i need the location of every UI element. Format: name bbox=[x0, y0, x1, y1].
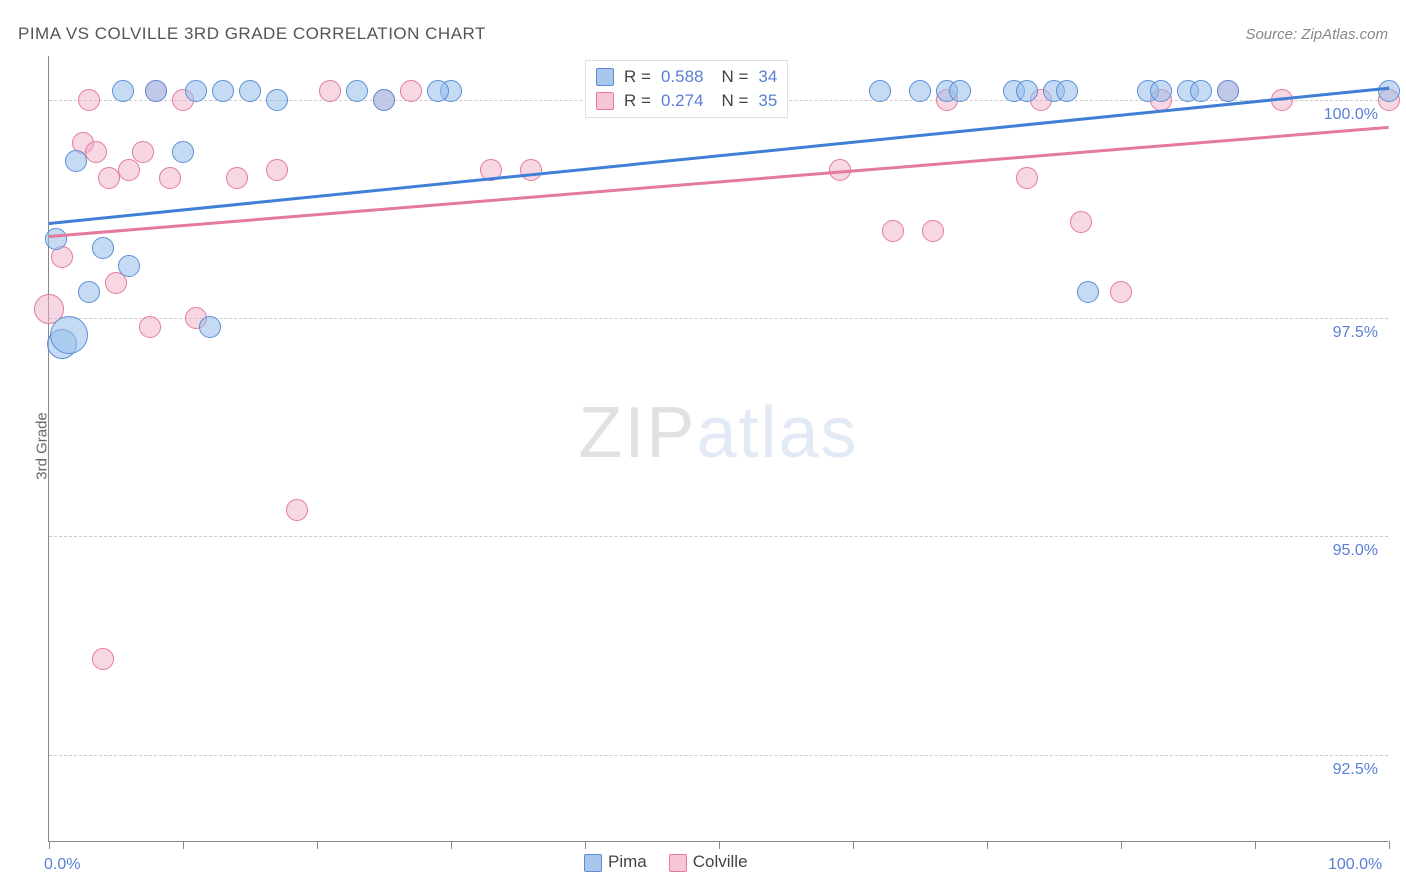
data-point-pima bbox=[1150, 80, 1172, 102]
x-tick-mark bbox=[853, 841, 854, 849]
data-point-pima bbox=[45, 228, 67, 250]
data-point-pima bbox=[1077, 281, 1099, 303]
chart-plot-area: ZIPatlas 92.5% 95.0% 97.5% 100.0% R = 0.588 N … bbox=[48, 56, 1388, 842]
gridline bbox=[49, 755, 1388, 756]
chart-header: PIMA VS COLVILLE 3RD GRADE CORRELATION C… bbox=[18, 24, 1388, 44]
data-point-colville bbox=[1070, 211, 1092, 233]
data-point-pima bbox=[65, 150, 87, 172]
data-point-colville bbox=[319, 80, 341, 102]
data-point-pima bbox=[212, 80, 234, 102]
data-point-colville bbox=[226, 167, 248, 189]
data-point-pima bbox=[50, 316, 88, 354]
legend-item: Colville bbox=[669, 852, 748, 872]
y-tick-label: 100.0% bbox=[1324, 106, 1378, 124]
gridline bbox=[49, 536, 1388, 537]
legend-swatch bbox=[596, 68, 614, 86]
data-point-colville bbox=[159, 167, 181, 189]
watermark: ZIPatlas bbox=[578, 392, 858, 474]
n-label: N = bbox=[721, 67, 748, 87]
data-point-colville bbox=[520, 159, 542, 181]
watermark-zip: ZIP bbox=[578, 393, 696, 473]
data-point-colville bbox=[400, 80, 422, 102]
x-tick-mark bbox=[183, 841, 184, 849]
data-point-colville bbox=[85, 141, 107, 163]
data-point-pima bbox=[112, 80, 134, 102]
data-point-pima bbox=[373, 89, 395, 111]
x-tick-mark bbox=[1121, 841, 1122, 849]
legend-item: Pima bbox=[584, 852, 647, 872]
data-point-pima bbox=[199, 316, 221, 338]
data-point-colville bbox=[92, 648, 114, 670]
watermark-atlas: atlas bbox=[696, 393, 858, 473]
chart-source: Source: ZipAtlas.com bbox=[1245, 26, 1388, 43]
data-point-pima bbox=[118, 255, 140, 277]
data-point-pima bbox=[78, 281, 100, 303]
r-label: R = bbox=[624, 67, 651, 87]
data-point-pima bbox=[1190, 80, 1212, 102]
legend-swatch-icon bbox=[584, 854, 602, 872]
x-tick-mark bbox=[49, 841, 50, 849]
data-point-pima bbox=[1217, 80, 1239, 102]
x-tick-mark bbox=[1255, 841, 1256, 849]
x-tick-label: 0.0% bbox=[44, 856, 80, 874]
data-point-colville bbox=[1016, 167, 1038, 189]
n-value: 34 bbox=[758, 67, 777, 87]
data-point-pima bbox=[266, 89, 288, 111]
data-point-colville bbox=[1110, 281, 1132, 303]
data-point-colville bbox=[98, 167, 120, 189]
x-tick-mark bbox=[451, 841, 452, 849]
data-point-pima bbox=[145, 80, 167, 102]
x-tick-mark bbox=[1389, 841, 1390, 849]
y-tick-label: 95.0% bbox=[1333, 542, 1378, 560]
gridline bbox=[49, 318, 1388, 319]
data-point-pima bbox=[949, 80, 971, 102]
data-point-colville bbox=[139, 316, 161, 338]
stats-legend: R = 0.588 N = 34 R = 0.274 N = 35 bbox=[585, 60, 788, 118]
stats-legend-row: R = 0.274 N = 35 bbox=[596, 89, 777, 113]
data-point-pima bbox=[869, 80, 891, 102]
x-tick-mark bbox=[317, 841, 318, 849]
data-point-pima bbox=[909, 80, 931, 102]
data-point-colville bbox=[266, 159, 288, 181]
data-point-pima bbox=[1056, 80, 1078, 102]
r-label: R = bbox=[624, 91, 651, 111]
data-point-pima bbox=[1016, 80, 1038, 102]
data-point-pima bbox=[185, 80, 207, 102]
r-value: 0.588 bbox=[661, 67, 704, 87]
stats-legend-row: R = 0.588 N = 34 bbox=[596, 65, 777, 89]
y-tick-label: 92.5% bbox=[1333, 761, 1378, 779]
x-tick-label: 100.0% bbox=[1328, 856, 1382, 874]
data-point-pima bbox=[92, 237, 114, 259]
data-point-colville bbox=[132, 141, 154, 163]
n-value: 35 bbox=[758, 91, 777, 111]
data-point-colville bbox=[286, 499, 308, 521]
data-point-pima bbox=[172, 141, 194, 163]
data-point-colville bbox=[78, 89, 100, 111]
data-point-colville bbox=[882, 220, 904, 242]
data-point-colville bbox=[922, 220, 944, 242]
y-tick-label: 97.5% bbox=[1333, 324, 1378, 342]
x-tick-mark bbox=[719, 841, 720, 849]
legend-swatch-icon bbox=[669, 854, 687, 872]
chart-title: PIMA VS COLVILLE 3RD GRADE CORRELATION C… bbox=[18, 24, 486, 44]
x-tick-mark bbox=[987, 841, 988, 849]
trendline-colville bbox=[49, 126, 1389, 238]
data-point-pima bbox=[1378, 80, 1400, 102]
data-point-pima bbox=[239, 80, 261, 102]
x-tick-mark bbox=[585, 841, 586, 849]
legend-swatch bbox=[596, 92, 614, 110]
series-legend: Pima Colville bbox=[584, 852, 748, 872]
r-value: 0.274 bbox=[661, 91, 704, 111]
n-label: N = bbox=[721, 91, 748, 111]
data-point-pima bbox=[427, 80, 449, 102]
data-point-pima bbox=[346, 80, 368, 102]
